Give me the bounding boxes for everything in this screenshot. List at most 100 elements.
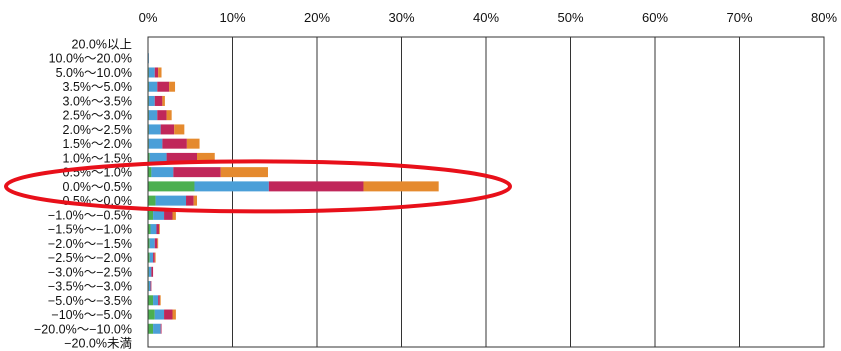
bar-segment bbox=[148, 209, 154, 220]
y-tick-label: −5.0%〜−3.5% bbox=[48, 294, 132, 308]
y-tick-label: 5.0%〜10.0% bbox=[56, 66, 132, 80]
bar-segment bbox=[363, 181, 439, 192]
bar-segment bbox=[154, 95, 163, 106]
bar-segment bbox=[148, 252, 150, 263]
highlight-ellipse bbox=[4, 159, 512, 214]
x-tick-label: 70% bbox=[726, 10, 752, 25]
bar-segment bbox=[186, 138, 200, 149]
bar-segment bbox=[148, 309, 155, 320]
y-tick-label: 2.5%〜3.0% bbox=[63, 109, 132, 123]
y-tick-label: 10.0%〜20.0% bbox=[49, 52, 132, 66]
bar-segment bbox=[172, 209, 176, 220]
y-tick-label: −10%〜−5.0% bbox=[51, 308, 132, 322]
y-tick-label: 1.0%〜1.5% bbox=[63, 151, 132, 165]
bar-segment bbox=[148, 95, 155, 106]
y-tick-labels: 20.0%以上10.0%〜20.0%5.0%〜10.0%3.5%〜5.0%3.0… bbox=[34, 38, 132, 351]
bar-segment bbox=[164, 209, 173, 220]
bar-segment bbox=[148, 110, 158, 121]
bar-segment bbox=[164, 309, 173, 320]
x-tick-labels: 0% 10% 20% 30% 40% 50% 60% 70% 80% bbox=[139, 10, 838, 25]
bar-segment bbox=[162, 138, 187, 149]
bar-segment bbox=[148, 181, 195, 192]
bar-segment bbox=[151, 266, 154, 277]
bar-segment bbox=[151, 167, 174, 178]
bar-segment bbox=[193, 195, 198, 206]
bar-segment bbox=[148, 167, 152, 178]
y-tick-label: −2.0%〜−1.5% bbox=[48, 237, 132, 251]
x-tick-label: 20% bbox=[304, 10, 330, 25]
bar-segment bbox=[268, 181, 364, 192]
y-tick-label: −20.0%〜−10.0% bbox=[34, 322, 132, 336]
bar-segment bbox=[154, 252, 156, 263]
bar-segment bbox=[197, 152, 215, 163]
x-tick-label: 80% bbox=[811, 10, 837, 25]
bar-segment bbox=[148, 195, 156, 206]
bar-segment bbox=[148, 295, 154, 306]
y-tick-label: 0.0%〜0.5% bbox=[63, 180, 132, 194]
y-tick-label: −1.0%〜−0.5% bbox=[48, 208, 132, 222]
bar-segment bbox=[158, 295, 160, 306]
bars-layer bbox=[148, 53, 439, 334]
bar-segment bbox=[158, 224, 160, 235]
x-tick-label: 0% bbox=[139, 10, 158, 25]
y-tick-label: −3.5%〜−3.0% bbox=[48, 280, 132, 294]
bar-segment bbox=[148, 138, 163, 149]
bar-segment bbox=[166, 110, 172, 121]
bar-segment bbox=[194, 181, 269, 192]
bar-segment bbox=[158, 67, 162, 78]
bar-segment bbox=[148, 152, 150, 163]
bar-segment bbox=[148, 224, 151, 235]
x-tick-label: 30% bbox=[388, 10, 414, 25]
bar-segment bbox=[172, 309, 176, 320]
y-tick-label: 20.0%以上 bbox=[72, 38, 132, 52]
bar-segment bbox=[160, 124, 175, 135]
x-tick-label: 10% bbox=[219, 10, 245, 25]
bar-segment bbox=[159, 295, 161, 306]
bar-segment bbox=[186, 195, 194, 206]
bar-segment bbox=[220, 167, 268, 178]
bar-segment bbox=[157, 81, 170, 92]
bar-segment bbox=[148, 281, 151, 292]
bar-segment bbox=[156, 224, 159, 235]
bar-segment bbox=[162, 95, 165, 106]
y-tick-label: −2.5%〜−2.0% bbox=[48, 251, 132, 265]
bar-segment bbox=[148, 67, 155, 78]
bar-segment bbox=[160, 323, 162, 334]
bar-segment bbox=[148, 323, 154, 334]
bar-segment bbox=[148, 81, 158, 92]
bar-segment bbox=[153, 323, 161, 334]
bar-segment bbox=[153, 295, 159, 306]
bar-segment bbox=[154, 309, 165, 320]
bar-segment bbox=[173, 167, 221, 178]
bar-segment bbox=[154, 238, 158, 249]
y-tick-label: 3.0%〜3.5% bbox=[63, 94, 132, 108]
bar-segment bbox=[154, 67, 159, 78]
grid-layer bbox=[232, 37, 740, 347]
bar-segment bbox=[148, 124, 161, 135]
plot-frame bbox=[147, 36, 825, 348]
bar-segment bbox=[153, 209, 165, 220]
y-tick-label: −1.5%〜−1.0% bbox=[48, 223, 132, 237]
bar-segment bbox=[148, 266, 152, 277]
bar-segment bbox=[166, 152, 198, 163]
bar-segment bbox=[157, 110, 167, 121]
y-tick-label: −20.0%未満 bbox=[64, 337, 132, 351]
y-tick-label: 1.5%〜2.0% bbox=[63, 137, 132, 151]
bar-segment bbox=[148, 238, 150, 249]
x-tick-label: 40% bbox=[473, 10, 499, 25]
bar-segment bbox=[169, 81, 176, 92]
bar-segment bbox=[155, 195, 187, 206]
bar-segment bbox=[149, 152, 167, 163]
y-tick-label: −3.0%〜−2.5% bbox=[48, 265, 132, 279]
y-tick-label: 2.0%〜2.5% bbox=[63, 123, 132, 137]
bar-segment bbox=[153, 252, 155, 263]
y-tick-label: 3.5%〜5.0% bbox=[63, 80, 132, 94]
bar-segment bbox=[149, 238, 155, 249]
x-tick-label: 50% bbox=[557, 10, 583, 25]
bar-segment bbox=[150, 281, 152, 292]
bar-segment bbox=[174, 124, 185, 135]
bar-segment bbox=[150, 224, 157, 235]
x-tick-label: 60% bbox=[642, 10, 668, 25]
bar-segment bbox=[157, 238, 159, 249]
